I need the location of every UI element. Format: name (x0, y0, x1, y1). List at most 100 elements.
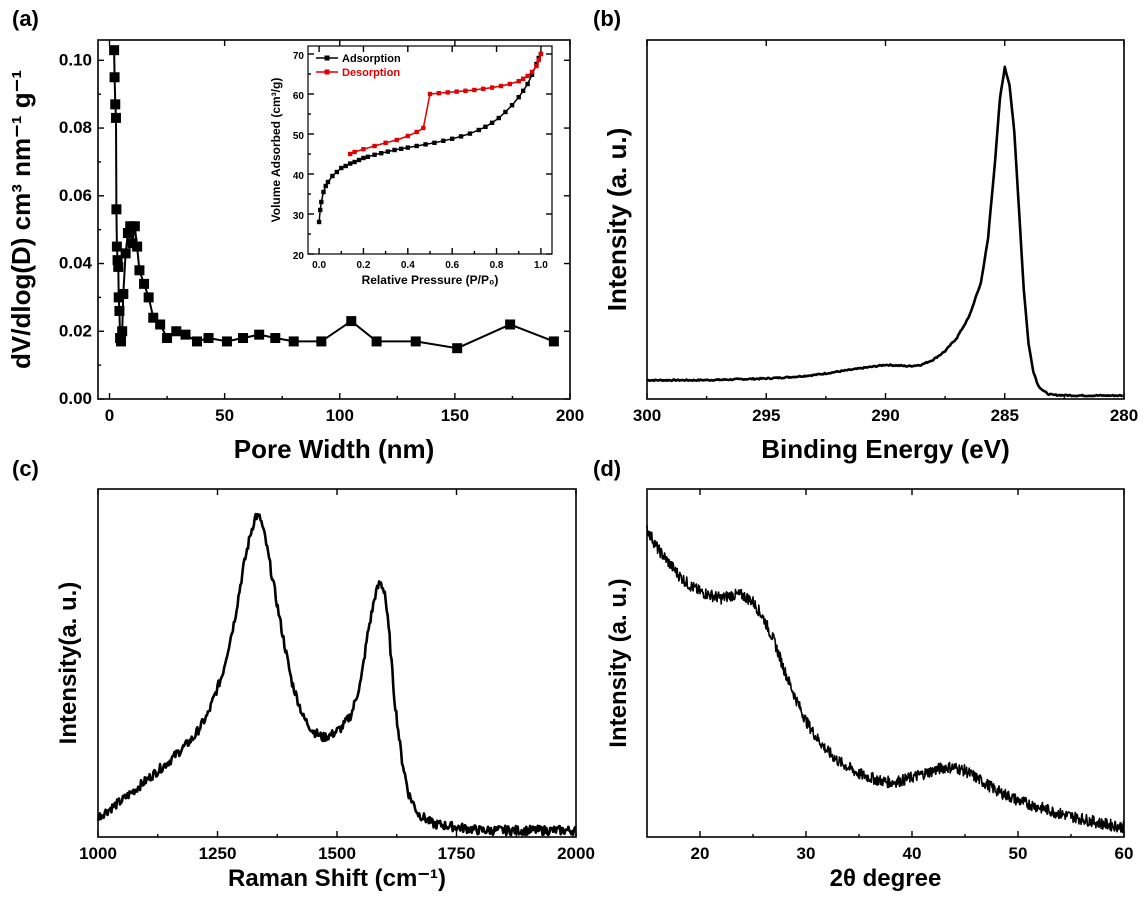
a-data-point (452, 343, 463, 354)
c-spectrum-line (96, 512, 577, 837)
inset-desorption-point (538, 51, 544, 57)
a-data-point (270, 333, 281, 344)
a-y-tick-label: 0.04 (59, 254, 93, 273)
inset-adsorption-point (398, 146, 404, 151)
a-data-point (192, 336, 203, 347)
a-data-point (221, 336, 232, 347)
inset-desorption-point (463, 88, 468, 93)
a-y-axis-title: dV/dlog(D) cm³ nm⁻¹ g⁻¹ (6, 70, 36, 369)
inset-y-tick-label: 40 (293, 171, 305, 182)
b-x-axis-title: Binding Energy (eV) (761, 434, 1009, 464)
inset-y-tick-label: 30 (293, 211, 305, 222)
inset-adsorption-point (529, 72, 535, 77)
a-data-point (203, 333, 214, 344)
b-spectrum-line (646, 65, 1124, 398)
inset-adsorption-point (339, 165, 344, 171)
inset-adsorption-point (503, 109, 508, 115)
a-x-tick-label: 0 (105, 406, 114, 425)
d-x-tick-label: 30 (797, 844, 816, 863)
inset-legend-adsorption-label: Adsorption (342, 53, 401, 65)
a-data-point (110, 112, 121, 123)
inset-desorption-point (427, 91, 433, 97)
d-x-tick-label: 20 (691, 844, 710, 863)
inset-legend-desorption-label: Desorption (342, 67, 400, 79)
inset-desorption-point (481, 86, 486, 91)
inset-y-tick-label: 70 (293, 51, 305, 62)
a-data-point (162, 333, 173, 344)
a-data-point (109, 45, 120, 56)
b-x-tick-label: 285 (991, 406, 1019, 425)
a-x-tick-label: 200 (556, 406, 584, 425)
a-data-point (120, 248, 131, 259)
inset-adsorption-point (321, 189, 326, 195)
a-y-tick-label: 0.00 (59, 389, 92, 408)
a-data-point (316, 336, 327, 347)
a-data-point (238, 333, 249, 344)
a-data-point (110, 99, 121, 110)
inset-adsorption-point (356, 157, 362, 163)
a-y-tick-label: 0.10 (59, 50, 92, 69)
d-x-tick-label: 50 (1009, 844, 1028, 863)
inset-desorption-point (405, 133, 411, 139)
inset-adsorption-point (432, 140, 437, 145)
a-data-point (134, 265, 145, 276)
a-data-point (143, 292, 154, 303)
inset-desorption-point (454, 89, 459, 94)
panel-d-label: (d) (593, 456, 621, 481)
inset-y-tick-label: 50 (293, 131, 305, 142)
a-data-point (346, 316, 357, 327)
b-plot-frame (646, 39, 1125, 400)
a-data-point (122, 228, 133, 239)
inset-y-axis-title: Volume Adsorbed (cm³/g) (269, 78, 283, 223)
c-x-tick-label: 1000 (79, 844, 117, 863)
a-data-point (155, 319, 166, 330)
inset-desorption-point (421, 125, 426, 131)
d-pattern-line (646, 525, 1125, 834)
inset-adsorption-point (323, 183, 328, 189)
inset-adsorption-point (392, 147, 397, 153)
d-y-axis-title: Intensity (a. u.) (605, 578, 632, 747)
inset-adsorption-point (405, 145, 411, 150)
inset-adsorption-point (318, 207, 323, 213)
inset-adsorption-point (352, 159, 357, 165)
a-x-tick-label: 50 (215, 406, 234, 425)
panel-d-chart: 20 30 40 50 60 2θ degree Intensity (a. u.) (605, 488, 1134, 892)
inset-adsorption-point (330, 173, 335, 179)
inset-x-axis-title: Relative Pressure (P/P₀) (362, 273, 499, 287)
inset-x-tick-label: 1.0 (534, 260, 548, 271)
a-data-point (548, 336, 559, 347)
c-x-tick-label: 1500 (318, 844, 356, 863)
inset-legend-adsorption-marker (324, 55, 330, 61)
inset-desorption-point (347, 151, 353, 157)
a-data-point (116, 336, 127, 347)
d-x-tick-label: 60 (1115, 844, 1134, 863)
inset-adsorption-point (414, 143, 419, 149)
a-data-point (129, 221, 140, 232)
inset-desorption-point (525, 73, 530, 79)
panel-b-chart: 300 295 290 285 280 Binding Energy (eV) Intens… (602, 39, 1138, 464)
a-data-point (505, 319, 516, 330)
inset-x-tick-label: 0.2 (357, 260, 371, 271)
panel-a-label: (a) (12, 6, 39, 31)
inset-desorption-point (436, 91, 442, 96)
inset-desorption-point (352, 149, 357, 155)
inset-desorption-point (445, 90, 450, 95)
inset-adsorption-point (476, 127, 481, 133)
inset-legend-desorption-marker (324, 69, 330, 75)
a-data-point (113, 261, 124, 272)
b-x-tick-label: 295 (752, 406, 780, 425)
c-x-tick-label: 2000 (557, 844, 595, 863)
a-data-point (109, 72, 120, 83)
inset-x-tick-label: 0.4 (401, 260, 415, 271)
inset-adsorption-point (316, 219, 322, 225)
inset-adsorption-point (520, 88, 526, 93)
c-x-tick-label: 1750 (438, 844, 476, 863)
panel-b-label: (b) (593, 6, 621, 31)
c-x-tick-label: 1250 (199, 844, 237, 863)
inset-adsorption-point (325, 179, 331, 185)
d-x-tick-label: 40 (903, 844, 922, 863)
a-data-point (117, 326, 128, 337)
a-data-point (111, 204, 122, 215)
inset-x-tick-label: 0.6 (445, 260, 459, 271)
